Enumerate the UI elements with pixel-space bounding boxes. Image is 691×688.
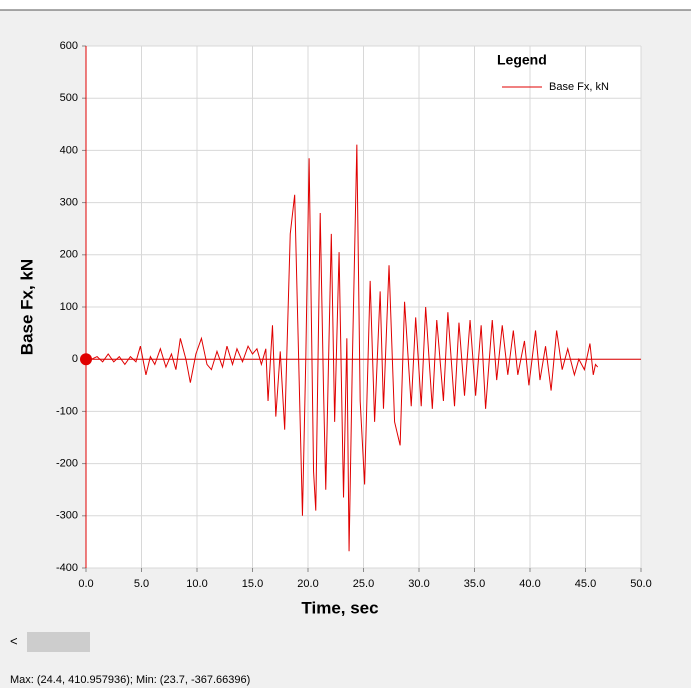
y-tick-label: 500 bbox=[60, 92, 78, 104]
x-tick-label: 20.0 bbox=[297, 578, 318, 590]
series-line bbox=[86, 144, 599, 552]
x-axis-label: Time, sec bbox=[301, 598, 378, 617]
y-tick-label: -300 bbox=[56, 510, 78, 522]
y-tick-label: 0 bbox=[72, 353, 78, 365]
status-text: Max: (24.4, 410.957936); Min: (23.7, -36… bbox=[10, 674, 250, 686]
x-tick-label: 25.0 bbox=[353, 578, 374, 590]
scrollbar[interactable] bbox=[0, 631, 691, 653]
y-tick-label: 200 bbox=[60, 249, 78, 261]
x-tick-label: 5.0 bbox=[134, 578, 149, 590]
plot: Base Fx, kN Legend bbox=[80, 46, 641, 568]
x-tick-label: 30.0 bbox=[408, 578, 429, 590]
y-tick-label: -200 bbox=[56, 458, 78, 470]
scroll-left-arrow[interactable]: < bbox=[10, 633, 18, 648]
y-tick-label: -100 bbox=[56, 405, 78, 417]
x-tick-label: 35.0 bbox=[464, 578, 485, 590]
x-tick-label: 15.0 bbox=[242, 578, 263, 590]
y-tick-label: 100 bbox=[60, 301, 78, 313]
y-tick-label: -400 bbox=[56, 562, 78, 574]
y-tick-label: 600 bbox=[60, 40, 78, 52]
x-tick-label: 40.0 bbox=[519, 578, 540, 590]
x-tick-label: 45.0 bbox=[575, 578, 596, 590]
top-strip bbox=[0, 0, 691, 10]
legend-label: Base Fx, kN bbox=[549, 81, 609, 93]
y-tick-label: 300 bbox=[60, 197, 78, 209]
x-tick-label: 50.0 bbox=[630, 578, 651, 590]
scroll-thumb[interactable] bbox=[27, 632, 90, 652]
legend-title: Legend bbox=[497, 52, 547, 68]
x-tick-label: 10.0 bbox=[186, 578, 207, 590]
y-axis-label: Base Fx, kN bbox=[17, 259, 36, 355]
y-tick-label: 400 bbox=[60, 144, 78, 156]
start-marker bbox=[80, 353, 92, 366]
x-tick-label: 0.0 bbox=[78, 578, 93, 590]
